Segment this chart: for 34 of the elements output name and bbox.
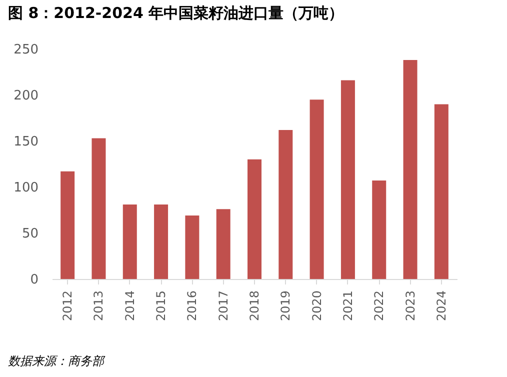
y-tick-label: 100	[14, 180, 38, 196]
y-tick-label: 150	[14, 134, 38, 150]
bar	[154, 204, 168, 279]
chart-title: 图 8：2012-2024 年中国菜籽油进口量（万吨）	[8, 4, 344, 22]
x-tick-label: 2018	[248, 290, 262, 322]
bar	[122, 204, 137, 279]
bar	[278, 130, 293, 279]
bar	[403, 60, 418, 279]
x-tick-label: 2015	[154, 290, 168, 322]
y-tick-label: 0	[30, 272, 38, 288]
bar	[372, 180, 386, 279]
bar	[248, 159, 262, 279]
bar	[60, 171, 75, 279]
bar	[92, 138, 106, 279]
source-note: 数据来源：商务部	[8, 354, 106, 368]
x-tick-label: 2014	[122, 290, 137, 322]
bar	[185, 216, 200, 279]
bar	[310, 100, 324, 279]
bar	[216, 209, 230, 279]
x-tick-label: 2024	[434, 290, 448, 322]
x-tick-label: 2013	[92, 290, 106, 322]
x-tick-label: 2020	[310, 290, 324, 322]
y-tick-label: 250	[14, 42, 38, 58]
x-tick-label: 2019	[278, 290, 293, 322]
x-tick-label: 2021	[340, 290, 355, 322]
y-tick-label: 50	[22, 226, 38, 242]
y-tick-label: 200	[14, 88, 38, 104]
x-tick-label: 2022	[372, 290, 386, 322]
x-tick-label: 2016	[185, 290, 200, 322]
bar	[340, 80, 355, 279]
x-tick-label: 2023	[403, 290, 418, 322]
x-tick-label: 2017	[216, 290, 230, 322]
x-tick-label: 2012	[60, 290, 75, 322]
bar	[434, 104, 448, 279]
